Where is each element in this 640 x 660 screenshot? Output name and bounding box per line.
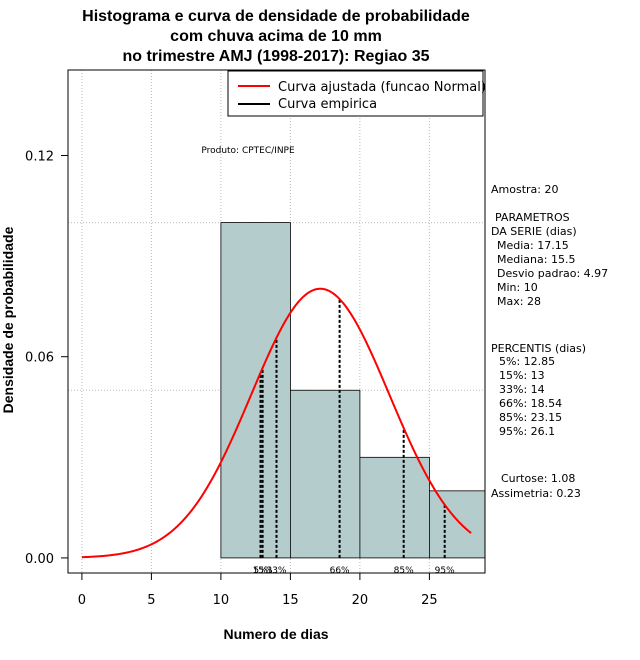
y-axis-label: Densidade de probabilidade — [0, 226, 16, 413]
skewness: Assimetria: 0.23 — [491, 487, 581, 500]
histogram-bar — [220, 222, 291, 559]
param-item: Max: 28 — [497, 295, 541, 308]
percentile-item: 66%: 18.54 — [499, 397, 562, 410]
legend: Curva ajustada (funcao Normal) Curva emp… — [227, 70, 486, 117]
x-tick-label: 10 — [213, 593, 230, 608]
percentile-bottom-label: 66% — [330, 566, 350, 576]
percentile-bottom-label: 15% — [253, 566, 273, 576]
chart-title-line-1: Histograma e curva de densidade de proba… — [82, 8, 470, 25]
param-item: Media: 17.15 — [497, 239, 569, 252]
percentile-bottom-label: 33% — [266, 566, 286, 576]
x-tick-label: 0 — [78, 593, 86, 608]
percentile-item: 15%: 13 — [499, 369, 545, 382]
gridlines — [68, 70, 485, 573]
param-item: Desvio padrao: 4.97 — [497, 267, 608, 280]
params-title-1: PARAMETROS — [495, 211, 570, 224]
fitted-curve-layer — [81, 287, 472, 559]
sample-size: Amostra: 20 — [491, 183, 558, 196]
legend-box — [227, 70, 484, 117]
legend-label-empirical-curve: Curva empirica — [278, 97, 377, 112]
chart-title-line-2: com chuva acima de 10 mm — [170, 28, 382, 45]
percentile-bottom-label: 5% — [253, 566, 268, 576]
product-annotation: Produto: CPTEC/INPE — [201, 146, 295, 156]
percentile-bottom-labels: 5%15%33% 66% 85% 95% — [253, 566, 456, 576]
axis-ticks: 0 5 10 15 20 25 0.00 0.06 0.12 — [25, 150, 438, 608]
y-tick-label: 0.06 — [25, 351, 54, 366]
x-axis-label: Numero de dias — [223, 626, 328, 642]
histogram-bar — [428, 490, 486, 559]
percentile-bottom-label: 95% — [435, 566, 455, 576]
kurtosis: Curtose: 1.08 — [501, 472, 575, 485]
y-tick-label: 0.12 — [25, 150, 54, 165]
percentile-item: 95%: 26.1 — [499, 425, 555, 438]
chart-title-line-3: no trimestre AMJ (1998-2017): Regiao 35 — [122, 48, 429, 65]
percentile-bottom-label: 85% — [394, 566, 414, 576]
x-tick-label: 25 — [421, 593, 438, 608]
percentis-title: PERCENTIS (dias) — [491, 342, 586, 355]
param-item: Mediana: 15.5 — [497, 253, 575, 266]
legend-label-fitted-curve: Curva ajustada (funcao Normal) — [278, 80, 486, 95]
percentile-item: 5%: 12.85 — [499, 355, 555, 368]
param-item: Min: 10 — [497, 281, 538, 294]
y-tick-label: 0.00 — [25, 552, 54, 567]
fitted-normal-curve — [81, 287, 472, 559]
histogram-bar — [289, 389, 361, 559]
x-tick-label: 20 — [352, 593, 369, 608]
percentile-lines — [259, 299, 446, 558]
params-title-2: DA SERIE (dias) — [491, 225, 577, 238]
stats-panel: Amostra: 20 PARAMETROS DA SERIE (dias) M… — [491, 183, 608, 500]
x-tick-label: 5 — [147, 593, 155, 608]
plot-frame — [67, 69, 486, 574]
x-tick-label: 15 — [282, 593, 299, 608]
percentile-item: 85%: 23.15 — [499, 411, 562, 424]
percentile-item: 33%: 14 — [499, 383, 545, 396]
histogram-bar — [359, 456, 430, 559]
histogram-bars — [220, 222, 486, 559]
